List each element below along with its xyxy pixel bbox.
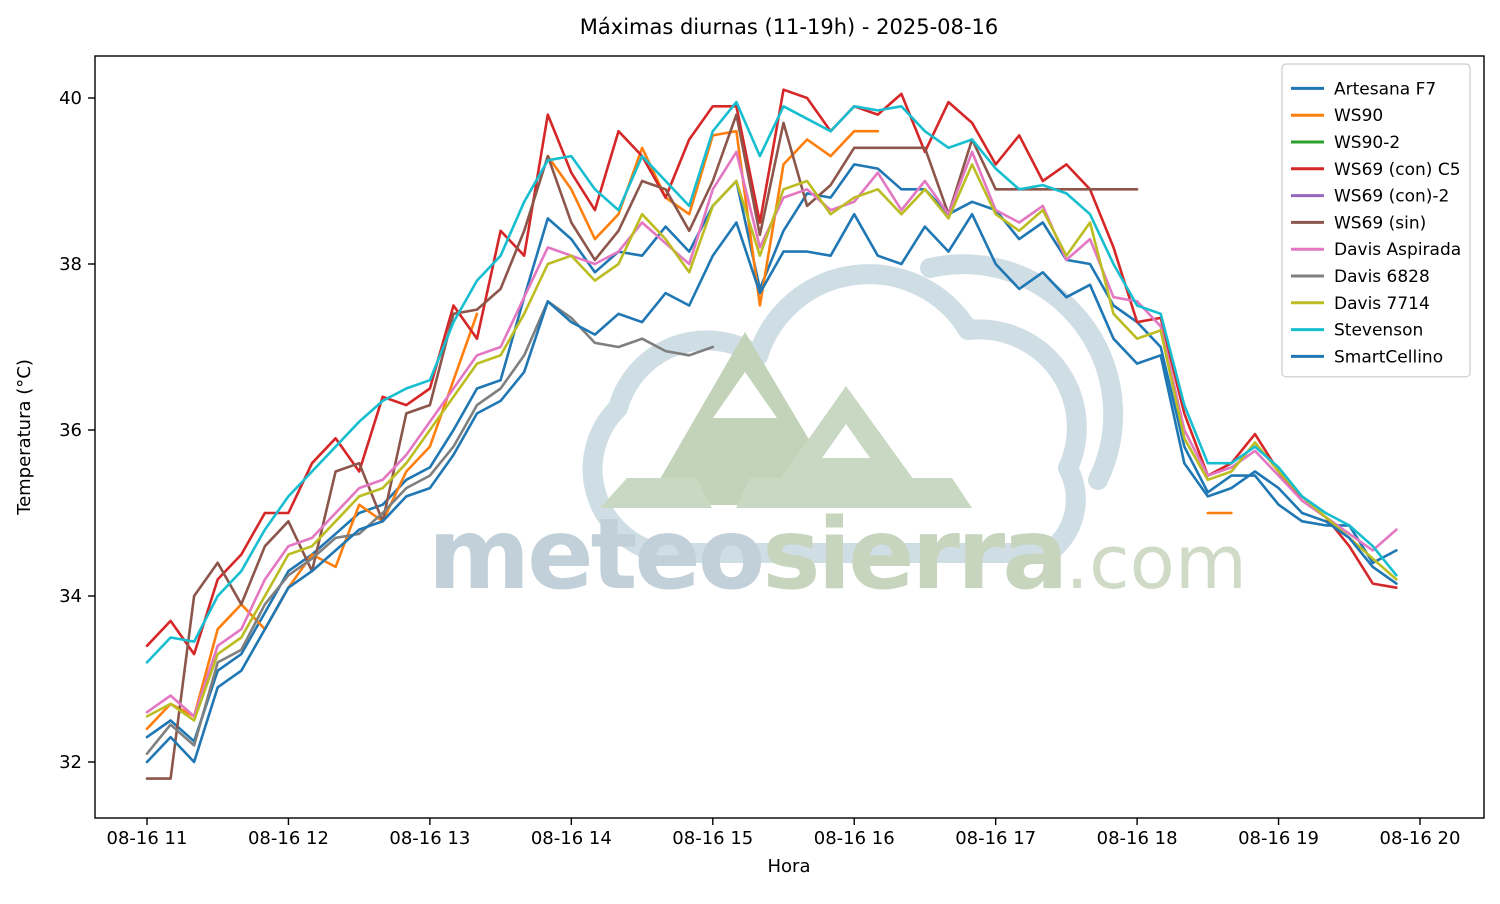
legend-label: Davis 6828 [1334,267,1430,287]
legend: Artesana F7 WS90 WS90-2 WS69 (con) C5 WS69 (… [1281,63,1471,378]
legend-item: SmartCellino [1291,347,1443,367]
watermark-base-left [600,478,712,508]
x-tick-label: 08-16 11 [107,828,188,849]
legend-item: WS90 [1291,106,1383,126]
series-lines [145,88,1398,780]
legend-item: WS69 (con)-2 [1291,187,1449,207]
legend-label: Artesana F7 [1334,79,1436,99]
legend-label: WS69 (con) C5 [1334,160,1461,180]
y-tick-label: 34 [59,586,82,607]
series-line-ws69-con-c5 [145,88,1398,656]
x-tick-label: 08-16 16 [814,828,895,849]
x-tick-label: 08-16 14 [531,828,612,849]
legend-label: WS69 (con)-2 [1334,187,1449,207]
x-axis-label: Hora [768,856,811,877]
legend-item: WS69 (con) C5 [1291,160,1461,180]
legend-label: Stevenson [1334,321,1423,341]
legend-item: WS69 (sin) [1291,213,1426,233]
x-tick-label: 08-16 19 [1238,828,1319,849]
x-tick-label: 08-16 20 [1380,828,1461,849]
watermark-text-sierra: sierra [762,498,1065,612]
legend-label: Davis Aspirada [1334,240,1461,260]
legend-label: WS90 [1334,106,1383,126]
legend-item: Davis 6828 [1291,267,1430,287]
legend-item: Davis Aspirada [1291,240,1461,260]
y-tick-label: 38 [59,254,82,275]
watermark-mountain-left-snow [713,372,777,418]
axes: 08-16 11 08-16 12 08-16 13 08-16 14 08-16 15… [59,88,1460,849]
legend-label: SmartCellino [1334,347,1443,367]
x-tick-label: 08-16 13 [389,828,470,849]
x-tick-label: 08-16 15 [672,828,753,849]
watermark-text-meteo: meteo [428,498,762,612]
legend-item: Artesana F7 [1291,79,1436,99]
x-tick-label: 08-16 17 [955,828,1036,849]
series-line-davis-6828 [145,300,715,755]
legend-label: WS90-2 [1334,133,1400,153]
watermark-logo: meteosierra.com [428,254,1247,612]
legend-item: WS90-2 [1291,133,1400,153]
legend-box [1281,63,1471,378]
legend-item: Davis 7714 [1291,294,1430,314]
y-axis-label: Temperatura (°C) [14,359,35,516]
legend-label: Davis 7714 [1334,294,1430,314]
plot-border [94,55,1485,819]
y-tick-label: 40 [59,88,82,109]
y-tick-label: 32 [59,752,82,773]
watermark-swoosh [920,254,1124,490]
chart-title: Máximas diurnas (11-19h) - 2025-08-16 [580,15,998,39]
watermark-text: meteosierra.com [428,498,1247,612]
x-tick-label: 08-16 18 [1097,828,1178,849]
series-line-davis-7714 [145,163,1398,722]
x-tick-label: 08-16 12 [248,828,329,849]
series-line-stevenson [145,100,1398,664]
y-tick-label: 36 [59,420,82,441]
watermark-base-right [736,478,972,508]
watermark-mountain-right-snow [822,424,870,458]
legend-label: WS69 (sin) [1334,213,1426,233]
series-line-smartcellino [145,212,1398,764]
watermark-text-com: .com [1065,520,1247,606]
legend-item: Stevenson [1291,321,1423,341]
